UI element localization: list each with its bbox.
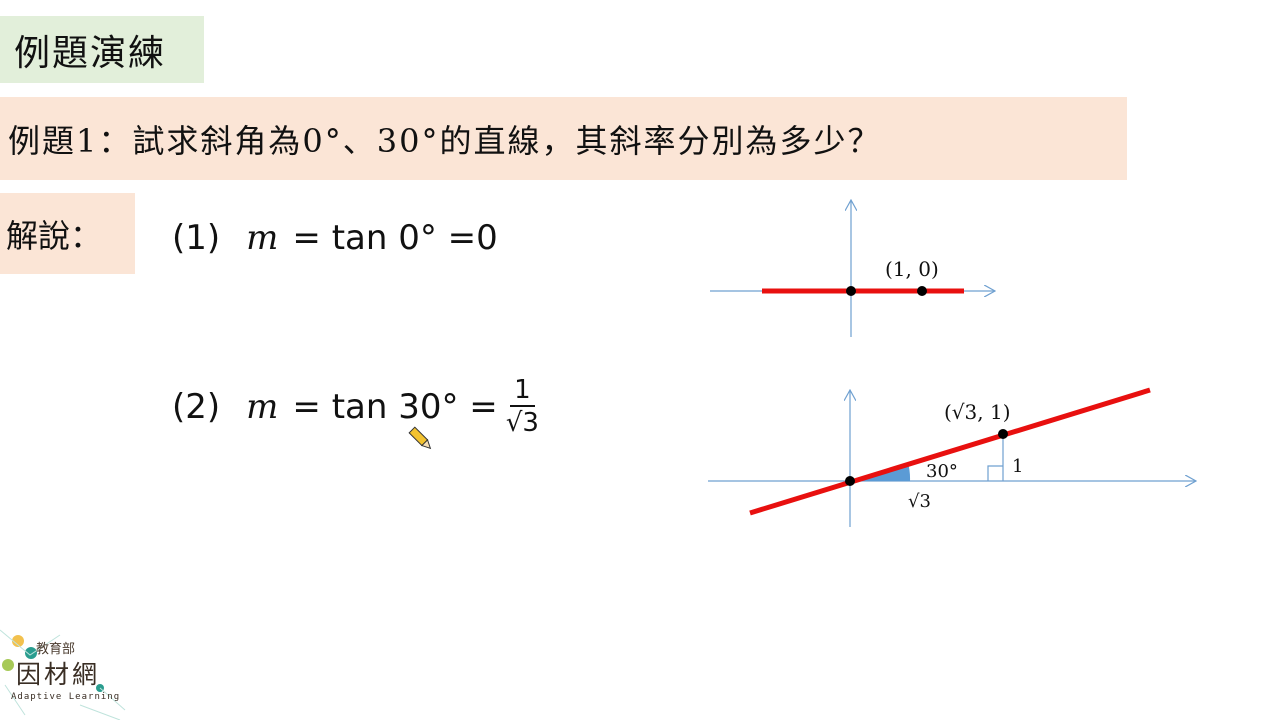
graph-1: (1, 0) <box>710 200 995 337</box>
fraction-denominator: √3 <box>505 408 539 438</box>
slide-title: 例題演練 <box>0 16 204 83</box>
logo-subtitle: Adaptive Learning <box>11 692 121 702</box>
equation-2-rhs: = tan 30° = <box>292 387 498 427</box>
origin-point <box>846 286 856 296</box>
opposite-label: 1 <box>1012 456 1023 477</box>
logo: 教育部 因材網 Adaptive Learning <box>0 625 130 720</box>
angle-label: 30° <box>926 461 958 482</box>
equation-1-m: m <box>246 218 279 258</box>
equation-1: (1) m = tan 0° =0 <box>172 218 498 258</box>
logo-name: 因材網 <box>16 660 101 689</box>
graph-2: (√3, 1) 30° 1 √3 <box>708 387 1196 527</box>
origin-point <box>845 476 855 486</box>
point-sqrt3-1 <box>998 429 1008 439</box>
logo-ministry: 教育部 <box>36 642 76 657</box>
right-angle-mark <box>987 465 1003 481</box>
equation-1-rhs: = tan 0° =0 <box>292 218 498 258</box>
pencil-icon <box>408 426 432 450</box>
fraction-numerator: 1 <box>510 375 535 407</box>
adjacent-label: √3 <box>908 491 931 512</box>
equation-2: (2) m = tan 30° = 1 √3 <box>172 375 539 439</box>
equation-1-number: (1) <box>172 218 221 258</box>
solution-label: 解說： <box>0 193 135 274</box>
point-label: (√3, 1) <box>944 400 1011 424</box>
equation-2-number: (2) <box>172 387 221 427</box>
line-slope-30 <box>749 387 1151 516</box>
fraction: 1 √3 <box>506 375 539 439</box>
logo-decoration <box>0 629 126 720</box>
point-label: (1, 0) <box>885 257 939 281</box>
equation-2-m: m <box>246 387 279 427</box>
point-1-0 <box>917 286 927 296</box>
question-text: 例題1：試求斜角為0°、30°的直線，其斜率分別為多少？ <box>0 97 1127 180</box>
